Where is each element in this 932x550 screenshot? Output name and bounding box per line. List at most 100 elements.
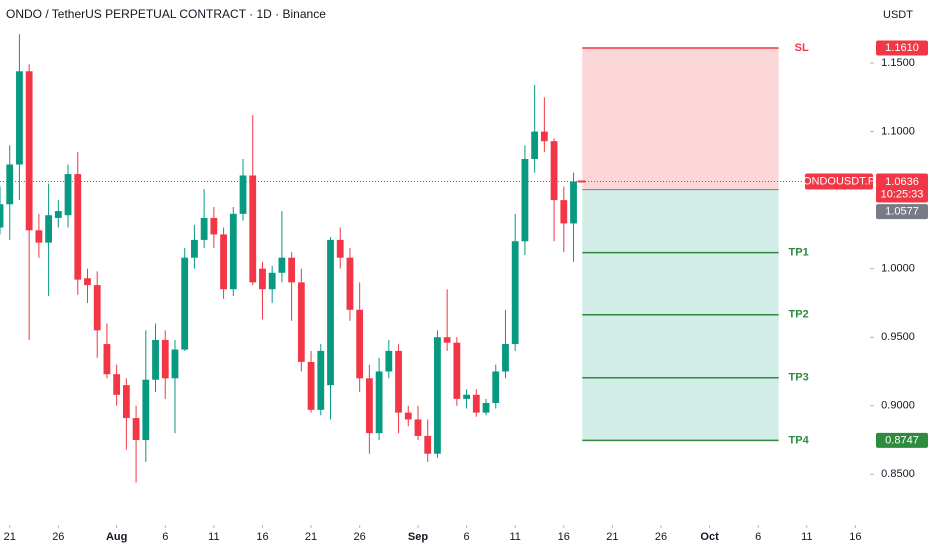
candle-body: [259, 268, 266, 290]
candle-body: [434, 337, 441, 454]
symbol-tag-bg: [805, 173, 873, 190]
x-tick-label: 6: [464, 531, 470, 543]
candle-body: [191, 239, 198, 258]
entry-tag-bg: [876, 204, 928, 220]
target-label: TP3: [789, 372, 809, 384]
candle-body: [346, 257, 354, 310]
x-tick-label: 26: [354, 531, 366, 543]
candle-body: [103, 344, 111, 375]
candle-body: [375, 371, 383, 434]
candle-body: [171, 349, 179, 379]
y-tick-label: 1.1000: [881, 125, 915, 137]
candle-body: [6, 164, 14, 205]
candle-body: [122, 385, 130, 419]
candle-body: [249, 175, 257, 283]
candle-body: [93, 285, 101, 331]
candle-body: [492, 371, 500, 404]
candle-body: [210, 217, 218, 235]
x-tick-label: 16: [256, 531, 268, 543]
stop-label: SL: [795, 42, 809, 54]
y-axis-label: USDT: [883, 9, 913, 21]
candle-body: [0, 204, 4, 228]
candle-body: [521, 159, 529, 242]
candle-body: [317, 350, 325, 410]
candle-body: [453, 342, 461, 399]
target-tag-bg: [876, 432, 928, 448]
candle-body: [54, 211, 62, 218]
candle-body: [64, 174, 72, 216]
last-price-tag-bg: [876, 173, 928, 203]
stop-tag: 1.1610: [885, 42, 919, 54]
y-tick-label: 1.0000: [881, 263, 915, 275]
candle-body: [132, 418, 140, 441]
countdown: 10:25:33: [881, 188, 924, 200]
x-tick-label: 16: [558, 531, 570, 543]
candle-body: [540, 131, 548, 142]
x-tick-label: 21: [606, 531, 618, 543]
candle-body: [570, 181, 577, 224]
target-label: TP1: [789, 247, 809, 259]
candle-body: [84, 278, 91, 286]
target-label: TP2: [789, 309, 809, 321]
candle-body: [414, 419, 422, 436]
last-price-tag: 1.0636: [885, 176, 919, 188]
candle-body: [365, 378, 373, 434]
candle-body: [327, 239, 334, 386]
y-tick-label: 0.9000: [881, 400, 915, 412]
candle-body: [152, 339, 159, 380]
x-tick-label: 26: [52, 531, 64, 543]
candle-body: [278, 257, 286, 273]
candle-body: [297, 282, 305, 362]
x-tick-label: Sep: [408, 531, 428, 543]
candle-body: [531, 131, 539, 160]
candle-body: [395, 350, 402, 413]
candle-body: [200, 217, 208, 240]
candle-body: [482, 403, 490, 413]
y-tick-label: 0.8500: [881, 468, 915, 480]
candle-body: [560, 200, 568, 224]
candle-body: [161, 339, 169, 379]
candle-body: [336, 239, 344, 258]
candle-body: [385, 350, 393, 372]
candle-body: [229, 213, 237, 290]
candle-body: [511, 241, 519, 345]
candle-body: [113, 374, 121, 395]
candle-body: [16, 71, 23, 165]
x-tick-label: 11: [801, 531, 812, 543]
candle-body: [181, 257, 189, 350]
x-tick-label: 11: [509, 531, 520, 543]
target-label: TP4: [789, 434, 810, 446]
x-tick-label: 6: [162, 531, 168, 543]
candle-body: [268, 272, 276, 290]
candle-body: [463, 394, 470, 399]
candle-body: [45, 215, 53, 243]
x-tick-label: 6: [755, 531, 761, 543]
entry-tag: 1.0577: [885, 205, 919, 217]
x-tick-label: 16: [849, 531, 861, 543]
candle-body: [550, 141, 558, 201]
candle-body: [307, 361, 315, 410]
candle-body: [404, 412, 412, 420]
target-tag: 0.8747: [885, 434, 919, 446]
chart-title: ONDO / TetherUS PERPETUAL CONTRACT · 1D …: [6, 7, 326, 21]
stop-zone: [582, 47, 779, 190]
candle-body: [142, 379, 150, 441]
y-tick-label: 1.1500: [881, 57, 915, 69]
candle-body: [356, 309, 364, 379]
candle-body: [220, 234, 227, 290]
x-tick-label: 21: [305, 531, 317, 543]
symbol-tag: ONDOUSDT.P: [803, 175, 875, 187]
x-tick-label: 11: [208, 531, 219, 543]
candle-body: [288, 257, 296, 283]
y-tick-label: 0.9500: [881, 331, 915, 343]
candle-body: [502, 344, 509, 372]
x-tick-label: Oct: [700, 531, 719, 543]
x-tick-label: 21: [4, 531, 16, 543]
candle-body: [74, 174, 82, 280]
candle-body: [239, 175, 247, 214]
candle-body: [472, 394, 480, 413]
candle-body: [35, 230, 43, 243]
candle-body: [443, 337, 451, 343]
x-tick-label: Aug: [106, 531, 127, 543]
